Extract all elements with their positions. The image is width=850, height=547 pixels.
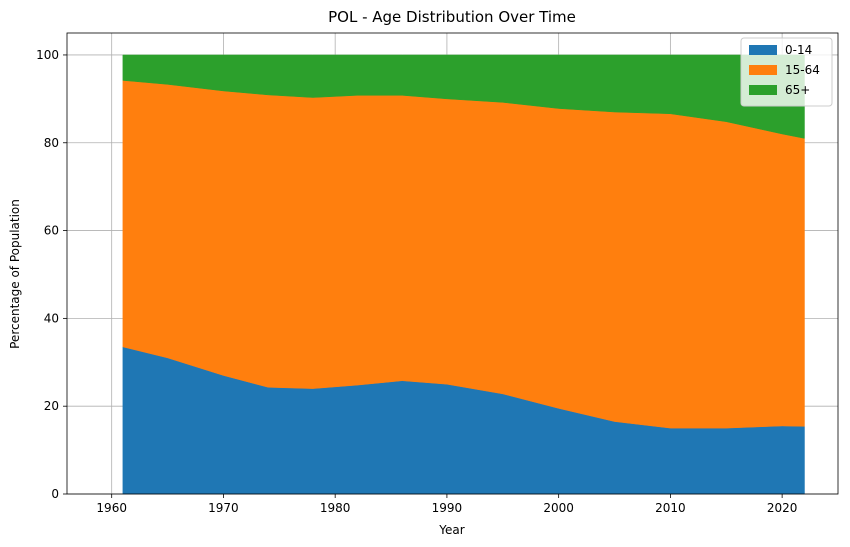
plot-frame bbox=[66, 32, 839, 495]
x-tick-label: 1990 bbox=[432, 501, 463, 515]
x-tick-label: 2000 bbox=[543, 501, 574, 515]
area-65+ bbox=[122, 54, 805, 139]
y-tick-label: 60 bbox=[44, 224, 59, 238]
area-series bbox=[122, 54, 805, 495]
area-15-64 bbox=[122, 80, 805, 429]
x-tick-label: 2020 bbox=[767, 501, 798, 515]
y-axis-ticks: 0 20 40 60 80 100 bbox=[36, 48, 67, 501]
x-axis-ticks: 1960 1970 1980 1990 2000 2010 2020 bbox=[96, 494, 797, 515]
y-tick-label: 20 bbox=[44, 399, 59, 413]
y-tick-label: 80 bbox=[44, 136, 59, 150]
y-axis-label: Percentage of Population bbox=[8, 199, 22, 349]
x-tick-label: 1980 bbox=[320, 501, 351, 515]
x-tick-label: 1960 bbox=[96, 501, 127, 515]
legend-swatch-65+ bbox=[749, 85, 777, 95]
y-tick-label: 0 bbox=[51, 487, 59, 501]
legend-swatch-15-64 bbox=[749, 65, 777, 75]
legend: 0-14 15-64 65+ bbox=[740, 37, 833, 107]
x-tick-label: 2010 bbox=[655, 501, 686, 515]
legend-label-65+: 65+ bbox=[785, 83, 810, 97]
chart-title: POL - Age Distribution Over Time bbox=[328, 8, 576, 26]
legend-label-15-64: 15-64 bbox=[785, 63, 820, 77]
legend-swatch-0-14 bbox=[749, 45, 777, 55]
x-tick-label: 1970 bbox=[208, 501, 239, 515]
y-tick-label: 40 bbox=[44, 311, 59, 325]
legend-label-0-14: 0-14 bbox=[785, 43, 812, 57]
x-axis-label: Year bbox=[438, 523, 464, 537]
y-tick-label: 100 bbox=[36, 48, 59, 62]
